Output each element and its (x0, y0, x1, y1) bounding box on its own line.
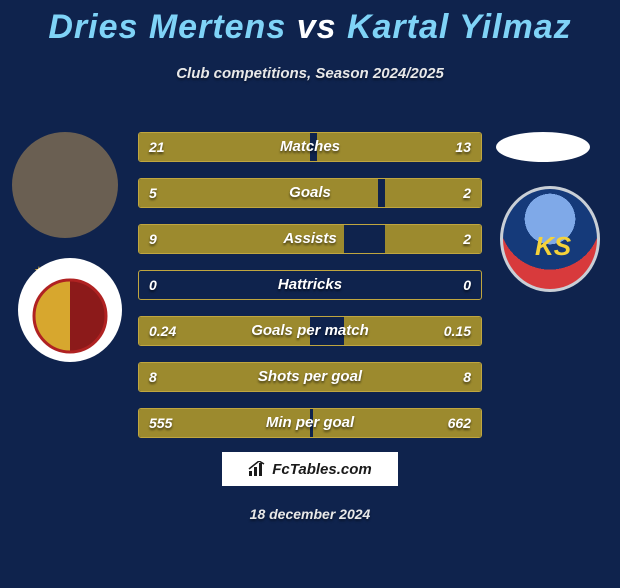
stat-row: 555662Min per goal (138, 408, 482, 438)
player2-avatar (496, 132, 590, 162)
vs-label: vs (297, 8, 337, 46)
player1-club-logo (18, 258, 122, 362)
stat-label: Matches (139, 133, 481, 161)
stat-label: Assists (139, 225, 481, 253)
svg-text:KS: KS (535, 231, 572, 261)
subtitle: Club competitions, Season 2024/2025 (0, 65, 620, 82)
stat-label: Goals (139, 179, 481, 207)
chart-icon (248, 461, 266, 477)
source-badge: FcTables.com (220, 450, 400, 488)
stat-row: 88Shots per goal (138, 362, 482, 392)
snapshot-date: 18 december 2024 (0, 506, 620, 522)
stat-label: Goals per match (139, 317, 481, 345)
stat-row: 00Hattricks (138, 270, 482, 300)
galatasaray-crest-icon (18, 258, 122, 362)
stats-bars: 2113Matches 52Goals 92Assists 00Hattricks 0.… (138, 132, 482, 454)
player1-avatar (12, 132, 118, 238)
player2-club-logo: KS (500, 186, 600, 292)
stat-label: Min per goal (139, 409, 481, 437)
stat-row: 52Goals (138, 178, 482, 208)
stat-row: 92Assists (138, 224, 482, 254)
stat-label: Shots per goal (139, 363, 481, 391)
player2-name: Kartal Yilmaz (347, 8, 572, 46)
stat-row: 2113Matches (138, 132, 482, 162)
kayserispor-crest-icon: KS (503, 189, 603, 295)
player1-name: Dries Mertens (48, 8, 286, 46)
stat-row: 0.240.15Goals per match (138, 316, 482, 346)
comparison-title: Dries Mertens vs Kartal Yilmaz (0, 8, 620, 47)
stat-label: Hattricks (139, 271, 481, 299)
source-text: FcTables.com (272, 461, 371, 478)
